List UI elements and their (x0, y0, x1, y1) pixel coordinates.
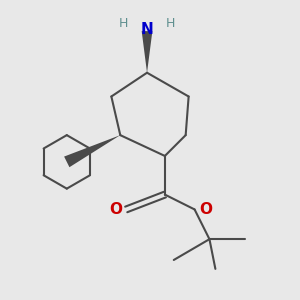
Text: O: O (200, 202, 212, 217)
Text: O: O (109, 202, 122, 217)
Text: H: H (166, 17, 176, 30)
Text: N: N (141, 22, 153, 37)
Polygon shape (142, 31, 152, 73)
Polygon shape (64, 135, 120, 167)
Text: H: H (118, 17, 128, 30)
